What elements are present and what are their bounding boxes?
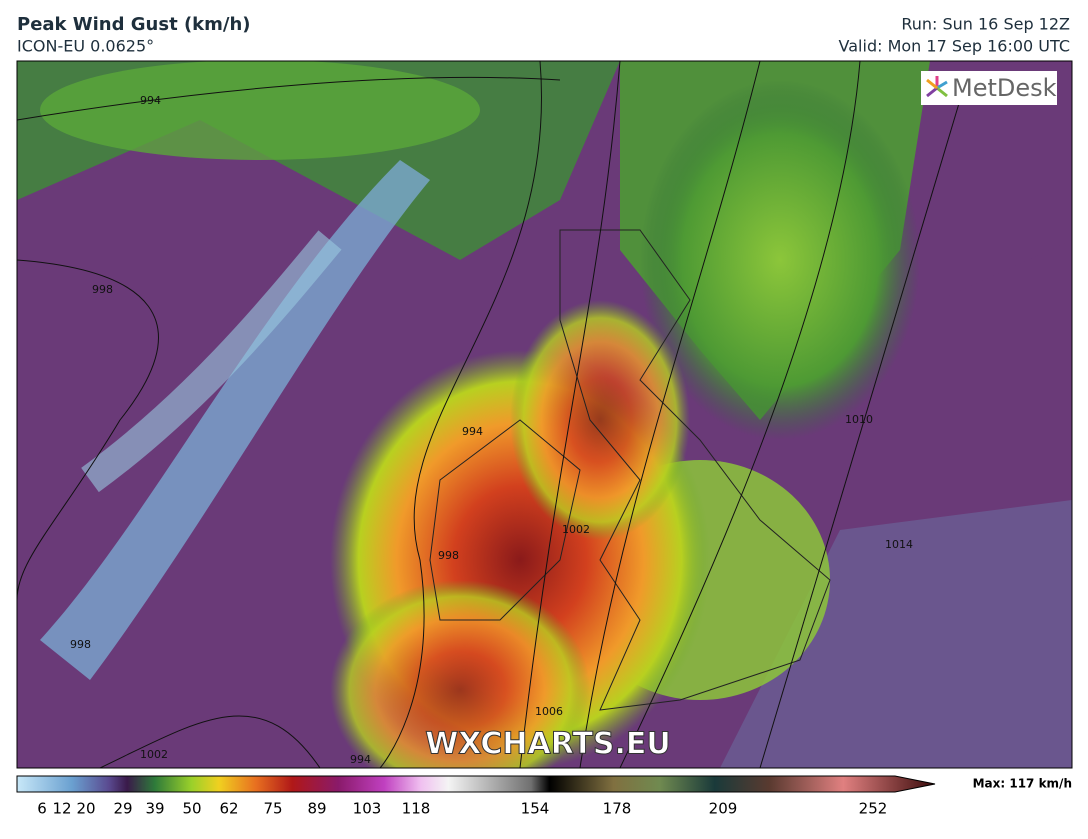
- isobar-label: 1014: [885, 538, 913, 551]
- isobar-label: 1002: [562, 523, 590, 536]
- colorbar-tick-label: 75: [263, 800, 282, 818]
- colorbar-tick-label: 20: [76, 800, 95, 818]
- valid-time: Valid: Mon 17 Sep 16:00 UTC: [839, 37, 1070, 56]
- isobar-label: 998: [92, 283, 113, 296]
- isobar-label: 998: [70, 638, 91, 651]
- colorbar-tick-label: 178: [603, 800, 632, 818]
- isobar-labels: 994 998 994 1010 1014 998 1002 994 1006 …: [70, 94, 913, 766]
- isobar-label: 994: [462, 425, 483, 438]
- map: 994 998 994 1010 1014 998 1002 994 1006 …: [17, 61, 1072, 768]
- colorbar-tick-label: 62: [219, 800, 238, 818]
- isobar-label: 994: [350, 753, 371, 766]
- logo-text: MetDesk: [952, 74, 1057, 102]
- logo-icon: [926, 76, 948, 98]
- isobar-label: 1010: [845, 413, 873, 426]
- isobar-label: 1002: [140, 748, 168, 761]
- colorbar-tick-label: 154: [521, 800, 550, 818]
- colorbar-tick-label: 50: [182, 800, 201, 818]
- logo-box: [921, 71, 1057, 105]
- colorbar-tick-label: 6: [37, 800, 47, 818]
- colorbar-tick-label: 29: [113, 800, 132, 818]
- map-frame: [16, 60, 1073, 769]
- max-label: Max: 117 km/h: [973, 777, 1072, 791]
- subtitle: ICON-EU 0.0625°: [17, 37, 154, 56]
- colorbar-tick-label: 252: [859, 800, 888, 818]
- run-time: Run: Sun 16 Sep 12Z: [901, 15, 1070, 34]
- watermark: WXCHARTS.EU: [425, 727, 671, 762]
- colorbar: [16, 775, 936, 793]
- colorbar-tick-label: 118: [402, 800, 431, 818]
- colorbar-tick-label: 103: [353, 800, 382, 818]
- title: Peak Wind Gust (km/h): [17, 14, 251, 35]
- isobar-label: 1006: [535, 705, 563, 718]
- colorbar-tick-label: 12: [52, 800, 71, 818]
- isobar-label: 994: [140, 94, 161, 107]
- colorbar-tick-label: 209: [709, 800, 738, 818]
- colorbar-tick-label: 89: [307, 800, 326, 818]
- colorbar-ticks: 6 12 20 29 39 50 62 75 89 103 118 154 178 209 252: [37, 800, 887, 818]
- colorbar-tick-label: 39: [145, 800, 164, 818]
- isobar-label: 998: [438, 549, 459, 562]
